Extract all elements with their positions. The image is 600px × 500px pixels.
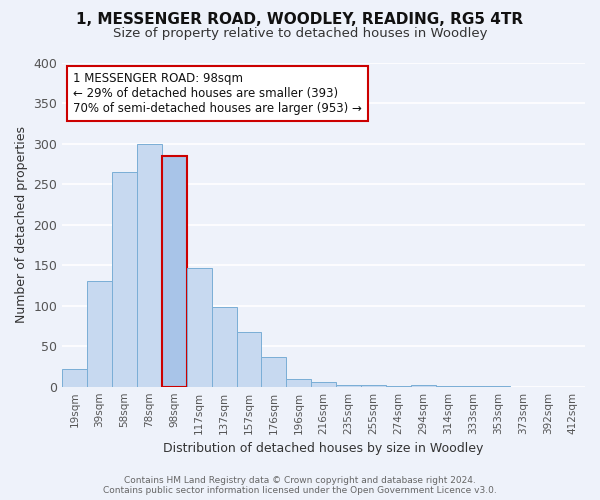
Bar <box>336 385 361 386</box>
Text: Contains HM Land Registry data © Crown copyright and database right 2024.
Contai: Contains HM Land Registry data © Crown c… <box>103 476 497 495</box>
X-axis label: Distribution of detached houses by size in Woodley: Distribution of detached houses by size … <box>163 442 484 455</box>
Bar <box>212 308 236 386</box>
Text: 1 MESSENGER ROAD: 98sqm
← 29% of detached houses are smaller (393)
70% of semi-d: 1 MESSENGER ROAD: 98sqm ← 29% of detache… <box>73 72 362 115</box>
Bar <box>112 172 137 386</box>
Bar <box>361 385 386 386</box>
Bar <box>311 382 336 386</box>
Bar <box>262 356 286 386</box>
Bar <box>137 144 162 386</box>
Bar <box>187 268 212 386</box>
Text: 1, MESSENGER ROAD, WOODLEY, READING, RG5 4TR: 1, MESSENGER ROAD, WOODLEY, READING, RG5… <box>76 12 524 28</box>
Y-axis label: Number of detached properties: Number of detached properties <box>15 126 28 323</box>
Bar <box>286 380 311 386</box>
Bar <box>411 385 436 386</box>
Bar <box>87 282 112 387</box>
Bar <box>236 332 262 386</box>
Bar <box>162 156 187 386</box>
Bar <box>62 369 87 386</box>
Text: Size of property relative to detached houses in Woodley: Size of property relative to detached ho… <box>113 28 487 40</box>
